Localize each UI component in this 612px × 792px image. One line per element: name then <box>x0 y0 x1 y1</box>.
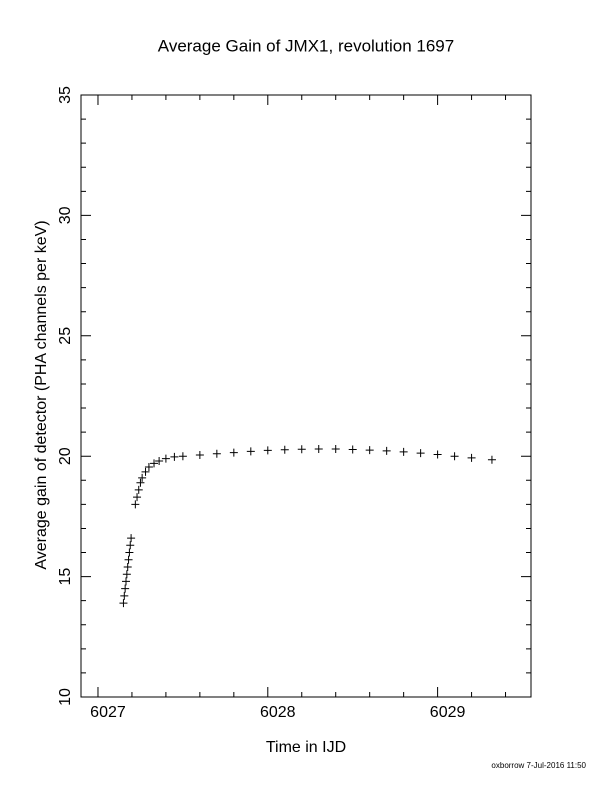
y-tick-label: 20 <box>57 447 74 465</box>
y-tick-label: 10 <box>57 688 74 706</box>
x-tick-label: 6028 <box>260 704 296 721</box>
data-point <box>450 452 459 461</box>
data-point <box>161 454 170 463</box>
data-point <box>141 467 150 476</box>
data-point <box>467 453 476 462</box>
data-point <box>170 452 179 461</box>
data-point <box>131 500 140 509</box>
chart-title: Average Gain of JMX1, revolution 1697 <box>158 36 454 55</box>
y-tick-label: 30 <box>57 206 74 224</box>
data-point <box>246 447 255 456</box>
data-point <box>126 541 135 550</box>
data-point <box>127 534 136 543</box>
data-point <box>331 444 340 453</box>
x-tick-label: 6029 <box>430 704 466 721</box>
data-point <box>382 446 391 455</box>
data-point <box>124 555 133 564</box>
data-point <box>263 446 272 455</box>
y-tick-label: 15 <box>57 568 74 586</box>
data-point <box>122 577 130 586</box>
data-point <box>134 485 143 494</box>
data-point <box>119 599 128 608</box>
data-point <box>365 446 374 455</box>
plot-frame <box>80 94 532 698</box>
x-axis-label: Time in IJD <box>266 739 346 756</box>
data-point <box>416 449 425 458</box>
data-point <box>212 449 221 458</box>
data-point <box>155 457 164 466</box>
data-point <box>122 570 131 579</box>
data-point <box>433 450 442 459</box>
data-point <box>121 584 130 593</box>
y-tick-label: 35 <box>57 86 74 104</box>
x-tick-label: 6027 <box>90 704 126 721</box>
data-point <box>144 463 153 472</box>
data-point <box>229 448 238 457</box>
y-tick-label: 25 <box>57 327 74 345</box>
data-point <box>297 445 306 454</box>
data-point <box>150 459 159 468</box>
data-point <box>314 444 323 453</box>
data-point <box>120 591 129 600</box>
data-point <box>125 548 134 557</box>
data-point <box>348 445 357 454</box>
data-point <box>123 562 132 571</box>
data-point <box>195 450 204 459</box>
data-point <box>280 445 289 454</box>
data-point <box>136 478 145 487</box>
data-point <box>487 455 496 464</box>
data-point <box>133 493 142 502</box>
y-axis-label: Average gain of detector (PHA channels p… <box>33 220 50 569</box>
data-point <box>138 473 147 482</box>
data-point <box>178 452 187 461</box>
footer: oxborrow 7-Jul-2016 11:50 <box>491 761 586 770</box>
data-point <box>399 447 408 456</box>
